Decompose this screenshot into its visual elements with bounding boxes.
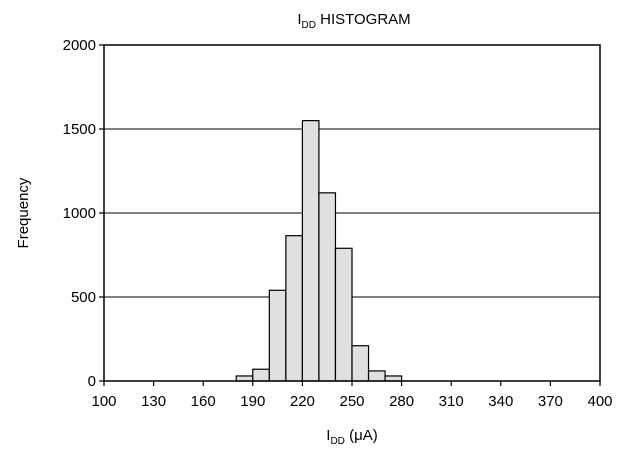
chart-title-main: I bbox=[297, 11, 301, 28]
x-tick-label: 400 bbox=[587, 393, 612, 410]
chart-title-rest: HISTOGRAM bbox=[316, 11, 411, 28]
y-axis-ticks: 0 500 1000 1500 2000 bbox=[63, 37, 104, 390]
y-axis-label: Frequency bbox=[15, 177, 32, 248]
x-tick-label: 130 bbox=[141, 393, 166, 410]
x-tick-label: 160 bbox=[191, 393, 216, 410]
x-tick-label: 190 bbox=[240, 393, 265, 410]
y-tick-label: 1000 bbox=[63, 205, 96, 222]
y-tick-label: 0 bbox=[88, 373, 96, 390]
histogram-bar bbox=[301, 119, 320, 382]
bars bbox=[235, 119, 403, 382]
x-tick-label: 310 bbox=[439, 393, 464, 410]
histogram-bar bbox=[334, 247, 353, 382]
y-tick-label: 500 bbox=[71, 289, 96, 306]
x-tick-label: 280 bbox=[389, 393, 414, 410]
histogram-bar bbox=[285, 235, 304, 382]
histogram-bar bbox=[268, 289, 287, 382]
histogram-bar bbox=[318, 192, 337, 382]
x-axis-ticks: 100 130 160 190 220 250 280 310 340 370 400 bbox=[91, 381, 613, 410]
histogram-bar bbox=[367, 370, 386, 382]
x-axis-label-main: I bbox=[326, 427, 330, 444]
histogram-bar bbox=[351, 345, 370, 382]
chart-title: IDD HISTOGRAM bbox=[297, 11, 410, 31]
x-tick-label: 370 bbox=[538, 393, 563, 410]
x-tick-label: 250 bbox=[339, 393, 364, 410]
histogram-bar bbox=[252, 368, 270, 382]
x-tick-label: 220 bbox=[290, 393, 315, 410]
chart-title-subscript: DD bbox=[301, 20, 315, 31]
x-axis-label-rest: (μA) bbox=[345, 427, 378, 444]
histogram-bar bbox=[384, 375, 403, 382]
y-tick-label: 1500 bbox=[63, 121, 96, 138]
x-axis-label: IDD (μA) bbox=[326, 427, 377, 447]
x-tick-label: 100 bbox=[91, 393, 116, 410]
y-tick-label: 2000 bbox=[63, 37, 96, 54]
x-axis-label-subscript: DD bbox=[330, 436, 344, 447]
histogram-bar bbox=[235, 375, 254, 382]
x-tick-label: 340 bbox=[488, 393, 513, 410]
